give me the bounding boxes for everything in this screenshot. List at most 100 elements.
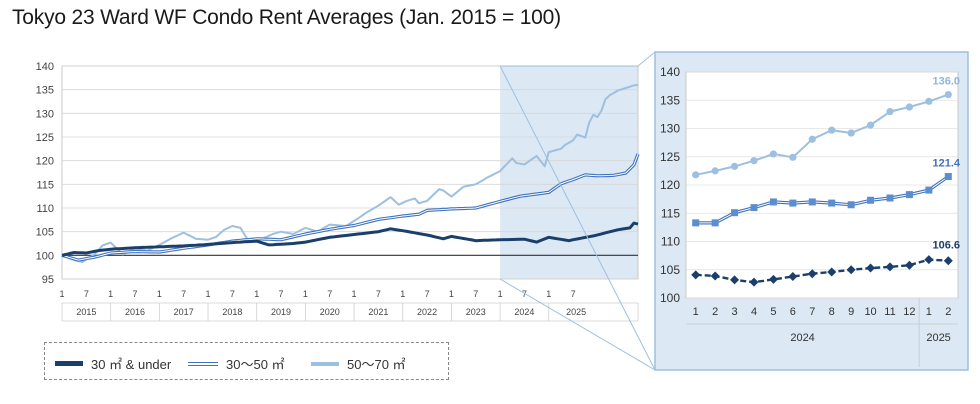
month-tick-label: 1 (449, 289, 454, 299)
y-tick-label: 100 (36, 250, 54, 262)
inset-point-30-under (943, 256, 953, 266)
month-tick-label: 7 (84, 289, 89, 299)
inset-point-30-50 (944, 173, 952, 181)
inset-x-tick-label: 5 (770, 306, 776, 318)
highlight-region (500, 66, 638, 279)
month-tick-label: 7 (425, 289, 430, 299)
month-tick-label: 7 (279, 289, 284, 299)
year-label: 2025 (566, 307, 586, 317)
inset-point-30-under (788, 272, 798, 282)
inset-point-30-under (904, 260, 914, 270)
year-label: 2024 (514, 307, 534, 317)
inset-point-50-70 (866, 121, 875, 129)
inset-point-30-50 (847, 201, 855, 209)
end-label-50-70: 136.0 (933, 76, 961, 88)
inset-point-30-under (827, 267, 837, 277)
legend-swatch-50-70 (311, 361, 339, 366)
inset-x-tick-label: 12 (903, 306, 915, 318)
inset-point-50-70 (808, 135, 816, 143)
inset-y-tick-label: 135 (660, 93, 680, 107)
inset-point-30-50 (905, 191, 913, 199)
y-tick-label: 140 (36, 61, 54, 73)
inset-point-30-50 (769, 198, 777, 206)
y-tick-label: 95 (42, 274, 54, 286)
y-tick-label: 135 (36, 85, 54, 97)
legend: 30 ㎡ & under 30～50 ㎡ 50～70 ㎡ (44, 342, 449, 380)
legend-label-30-under: 30 ㎡ & under (91, 357, 172, 372)
year-label: 2021 (368, 307, 388, 317)
legend-item-50-70: 50～70 ㎡ (311, 354, 406, 373)
month-tick-label: 7 (376, 289, 381, 299)
inset-x-tick-label: 2 (712, 306, 718, 318)
year-label: 2016 (125, 307, 145, 317)
end-label-30-under: 106.6 (933, 240, 961, 252)
inset-point-50-70 (730, 162, 739, 170)
month-tick-label: 7 (133, 289, 138, 299)
inset-point-30-under (885, 262, 895, 272)
inset-year-label: 2024 (790, 332, 814, 344)
inset-point-30-50 (789, 199, 797, 207)
inset-point-30-50 (828, 199, 836, 207)
legend-item-30-50: 30～50 ㎡ (188, 354, 285, 373)
inset-point-30-under (846, 265, 856, 275)
inset-point-50-70 (905, 103, 914, 111)
y-tick-label: 120 (36, 156, 54, 168)
inset-point-30-under (749, 277, 759, 287)
inset-point-30-under (924, 255, 934, 265)
legend-label-30-50: 30～50 ㎡ (226, 357, 285, 372)
inset-x-tick-label: 1 (693, 306, 699, 318)
legend-label-50-70: 50～70 ㎡ (347, 357, 406, 372)
inset-y-tick-label: 140 (660, 65, 680, 79)
inset-point-30-50 (750, 204, 758, 212)
inset-point-50-70 (847, 129, 855, 137)
year-label: 2019 (271, 307, 291, 317)
inset-point-50-70 (886, 107, 894, 116)
inset-point-50-70 (789, 153, 797, 161)
inset-point-30-under (807, 269, 817, 279)
inset-x-tick-label: 1 (926, 306, 932, 318)
series-line-30-50-inner (61, 153, 639, 261)
legend-swatch-30-under (55, 361, 83, 366)
inset-point-30-50 (731, 209, 739, 217)
inset-y-tick-label: 120 (660, 178, 680, 192)
inset-point-30-50 (886, 194, 894, 202)
month-tick-label: 1 (108, 289, 113, 299)
month-tick-label: 7 (327, 289, 332, 299)
inset-point-50-70 (711, 167, 719, 175)
inset-point-30-under (710, 271, 720, 281)
inset-x-tick-label: 8 (829, 306, 835, 318)
inset-point-30-50 (867, 196, 875, 204)
y-tick-label: 130 (36, 108, 54, 120)
legend-item-30-under: 30 ㎡ & under (55, 354, 171, 373)
month-tick-label: 1 (400, 289, 405, 299)
inset-y-tick-label: 125 (660, 150, 680, 164)
inset-y-tick-label: 130 (660, 122, 680, 136)
inset-point-30-50 (808, 198, 816, 206)
year-label: 2020 (320, 307, 340, 317)
y-tick-label: 105 (36, 227, 54, 239)
inset-point-30-50 (711, 219, 719, 227)
inset-x-tick-label: 4 (751, 306, 757, 318)
month-tick-label: 1 (303, 289, 308, 299)
year-label: 2015 (76, 307, 96, 317)
inset-point-50-70 (828, 126, 836, 134)
inset-y-tick-label: 115 (661, 206, 680, 220)
year-label: 2023 (466, 307, 486, 317)
inset-year-label: 2025 (926, 332, 950, 344)
month-tick-label: 7 (571, 289, 576, 299)
inset-point-30-under (768, 274, 778, 284)
inset-x-tick-label: 2 (945, 306, 951, 318)
inset-x-tick-label: 11 (884, 306, 895, 318)
inset-y-tick-label: 110 (661, 235, 680, 249)
month-tick-label: 1 (59, 289, 64, 299)
y-tick-label: 115 (36, 179, 54, 191)
month-tick-label: 1 (157, 289, 162, 299)
inset-x-tick-label: 10 (864, 306, 876, 318)
inset-point-30-50 (925, 186, 933, 194)
month-tick-label: 1 (352, 289, 357, 299)
inset-point-50-70 (750, 157, 758, 165)
inset-x-tick-label: 6 (790, 306, 796, 318)
inset-point-30-under (730, 275, 740, 285)
end-label-30-50: 121.4 (933, 158, 961, 170)
month-tick-label: 1 (206, 289, 211, 299)
